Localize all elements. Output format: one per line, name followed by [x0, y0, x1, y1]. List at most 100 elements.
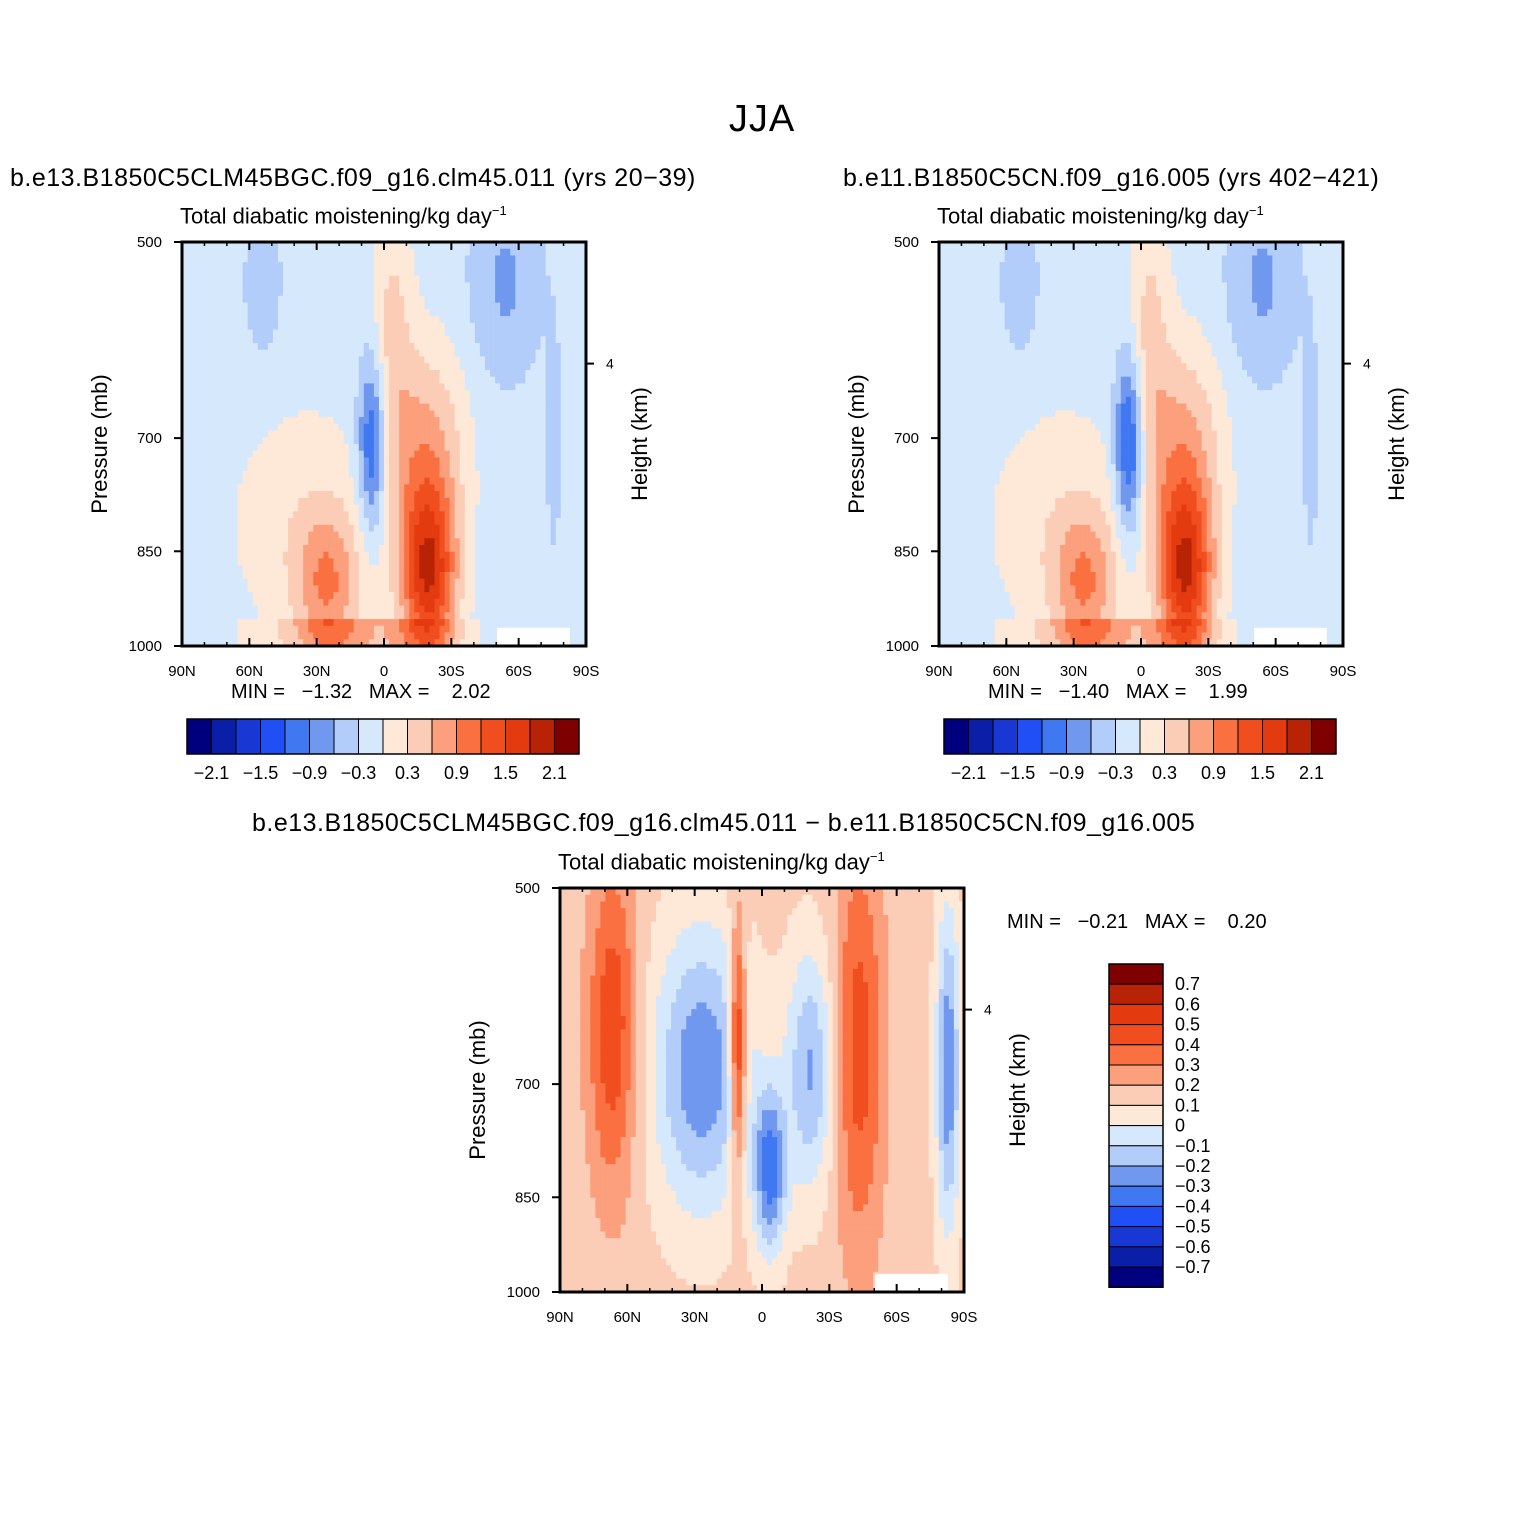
contour-cell	[575, 322, 582, 331]
contour-cell	[459, 268, 466, 277]
contour-cell	[237, 275, 244, 283]
contour-cell	[419, 450, 425, 459]
contour-cell	[308, 343, 314, 351]
contour-cell	[479, 356, 486, 364]
contour-cell	[277, 376, 284, 384]
contour-cell	[227, 518, 234, 526]
contour-cell	[247, 497, 254, 506]
contour-cell	[464, 504, 471, 512]
contour-cell	[505, 369, 511, 378]
contour-cell	[515, 511, 521, 519]
contour-cell	[257, 571, 264, 580]
contour-cell	[399, 369, 405, 378]
contour-cell	[409, 376, 415, 384]
contour-cell	[187, 632, 193, 640]
contour-cell	[429, 309, 436, 317]
contour-cell	[368, 538, 375, 546]
contour-cell	[545, 504, 552, 512]
contour-cell	[348, 450, 355, 459]
contour-cell	[485, 619, 491, 627]
contour-cell	[570, 605, 577, 613]
contour-cell	[444, 625, 451, 634]
contour-cell	[358, 356, 365, 364]
contour-cell	[434, 390, 441, 398]
contour-cell	[399, 470, 405, 479]
contour-cell	[449, 369, 456, 378]
contour-cell	[237, 309, 244, 317]
contour-cell	[247, 491, 254, 499]
contour-cell	[485, 363, 491, 371]
contour-cell	[394, 423, 400, 432]
contour-cell	[399, 531, 405, 539]
contour-cell	[580, 322, 587, 331]
contour-cell	[333, 430, 340, 438]
contour-cell	[323, 369, 330, 378]
contour-cell	[363, 329, 370, 337]
contour-cell	[338, 396, 345, 405]
contour-cell	[485, 349, 491, 358]
contour-cell	[464, 605, 471, 613]
contour-cell	[384, 282, 390, 290]
contour-cell	[182, 464, 188, 472]
contour-cell	[353, 383, 360, 391]
contour-cell	[257, 464, 264, 472]
contour-cell	[222, 497, 229, 506]
contour-cell	[474, 592, 481, 600]
contour-cell	[575, 316, 582, 324]
contour-cell	[384, 565, 390, 573]
contour-cell	[510, 551, 516, 560]
contour-cell	[389, 450, 395, 459]
contour-cell	[454, 316, 461, 324]
contour-cell	[404, 349, 410, 358]
contour-cell	[565, 619, 572, 627]
contour-cell	[298, 275, 304, 283]
contour-cell	[560, 322, 567, 331]
contour-cell	[1050, 248, 1056, 257]
contour-cell	[510, 504, 516, 512]
contour-cell	[500, 545, 506, 553]
contour-cell	[227, 477, 234, 485]
contour-cell	[202, 262, 208, 270]
figure-title: JJA	[728, 98, 796, 140]
contour-cell	[227, 598, 234, 607]
contour-cell	[550, 343, 557, 351]
contour-cell	[429, 632, 436, 640]
contour-cell	[358, 289, 365, 297]
contour-cell	[338, 524, 345, 533]
contour-cell	[525, 437, 532, 445]
contour-cell	[192, 450, 198, 459]
contour-cell	[363, 639, 370, 647]
contour-cell	[1105, 248, 1112, 257]
contour-cell	[197, 390, 203, 398]
contour-cell	[550, 302, 557, 310]
contour-cell	[485, 423, 491, 432]
contour-cell	[252, 585, 259, 593]
contour-cell	[202, 518, 208, 526]
contour-cell	[580, 491, 587, 499]
contour-cell	[207, 598, 213, 607]
contour-cell	[353, 450, 360, 459]
contour-cell	[237, 349, 244, 358]
contour-cell	[394, 531, 400, 539]
contour-cell	[242, 275, 249, 283]
contour-cell	[202, 571, 208, 580]
contour-cell	[262, 356, 269, 364]
contour-cell	[490, 625, 496, 634]
contour-cell	[217, 316, 223, 324]
contour-cell	[378, 336, 385, 344]
contour-cell	[570, 410, 577, 418]
contour-cell	[469, 524, 476, 533]
contour-cell	[389, 302, 395, 310]
contour-cell	[949, 248, 955, 257]
contour-cell	[257, 605, 264, 613]
contour-cell	[545, 410, 552, 418]
contour-cell	[500, 497, 506, 506]
contour-cell	[348, 268, 355, 277]
x-tick-label: 90S	[573, 663, 600, 680]
contour-cell	[373, 248, 380, 257]
contour-cell	[363, 464, 370, 472]
contour-cell	[237, 484, 244, 492]
contour-cell	[242, 558, 249, 566]
contour-cell	[464, 457, 471, 465]
contour-cell	[530, 289, 537, 297]
